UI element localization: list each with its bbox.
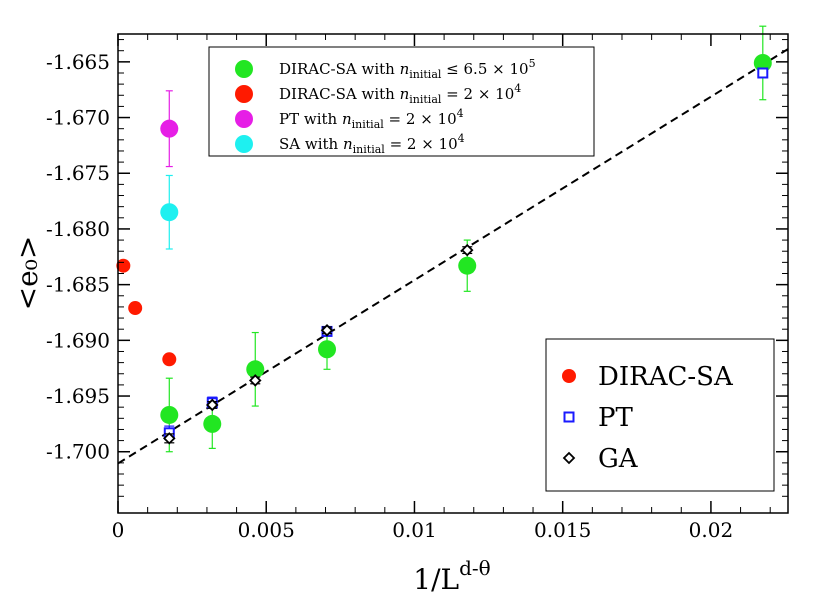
legend-top-label-1: DIRAC-SA with ninitial = 2 × 104	[279, 82, 521, 106]
legend-bottom-label-0: DIRAC-SA	[598, 362, 734, 392]
legend-bottom-label-1: PT	[598, 403, 633, 433]
y-tick-label-2: -1.675	[46, 161, 110, 185]
y-tick-label-7: -1.700	[46, 440, 110, 464]
point-s0-p2	[246, 360, 265, 379]
legend-bottom-marker-0	[562, 369, 576, 383]
x-tick-label-4: 0.02	[689, 518, 734, 542]
point-s0-p5	[753, 53, 772, 72]
legend-top-box	[208, 46, 595, 157]
legend-top: DIRAC-SA with ninitial ≤ 6.5 × 105DIRAC-…	[208, 46, 595, 157]
point-s4-p1	[128, 301, 143, 316]
point-s0-p1	[203, 414, 222, 433]
x-axis-title-base: 1/L	[413, 563, 459, 596]
y-tick-label-6: -1.695	[46, 384, 110, 408]
x-axis-title-superscript: d-θ	[459, 556, 491, 580]
point-s0-p3	[318, 340, 337, 359]
fit-line	[117, 48, 789, 465]
legend-bottom-marker-1	[563, 411, 575, 423]
legend-top-label-0: DIRAC-SA with ninitial ≤ 6.5 × 105	[279, 57, 536, 81]
x-tick-label-1: 0.005	[238, 518, 295, 542]
x-tick-label-3: 0.015	[534, 518, 591, 542]
legend-bottom-box	[545, 338, 775, 492]
legend-top-marker-1	[235, 85, 253, 103]
legend-top-label-3: SA with ninitial = 2 × 104	[279, 132, 465, 156]
point-s6-p3	[320, 324, 334, 337]
y-tick-label-5: -1.690	[46, 328, 110, 352]
legend-bottom: DIRAC-SA PT GA	[545, 338, 775, 492]
x-axis-title: 1/Ld-θ	[413, 556, 490, 596]
point-s3-p0	[160, 203, 179, 222]
point-s6-p1	[206, 398, 219, 412]
y-tick-label-1: -1.670	[46, 106, 110, 130]
legend-bottom-label-2: GA	[598, 444, 639, 474]
y-tick-label-4: -1.685	[46, 273, 110, 297]
legend-top-marker-0	[235, 60, 253, 78]
y-tick-label-0: -1.665	[46, 50, 110, 74]
x-tick-label-2: 0.01	[392, 518, 437, 542]
point-s0-p4	[458, 256, 477, 275]
point-s2-p0	[160, 119, 179, 138]
x-tick-label-0: 0	[112, 518, 125, 542]
y-tick-label-3: -1.680	[46, 217, 110, 241]
y-axis-title: <e₀>	[11, 236, 44, 311]
legend-top-marker-3	[235, 135, 253, 153]
point-s4-p2	[162, 352, 177, 367]
point-s6-p4	[460, 243, 474, 257]
point-s5-p3	[757, 67, 769, 79]
legend-top-label-2: PT with ninitial = 2 × 104	[279, 107, 464, 131]
point-s0-p0	[160, 405, 179, 424]
legend-bottom-marker-2	[562, 451, 576, 465]
point-s6-p2	[248, 374, 262, 387]
point-s6-p0	[163, 432, 176, 445]
legend-top-marker-2	[235, 110, 253, 128]
